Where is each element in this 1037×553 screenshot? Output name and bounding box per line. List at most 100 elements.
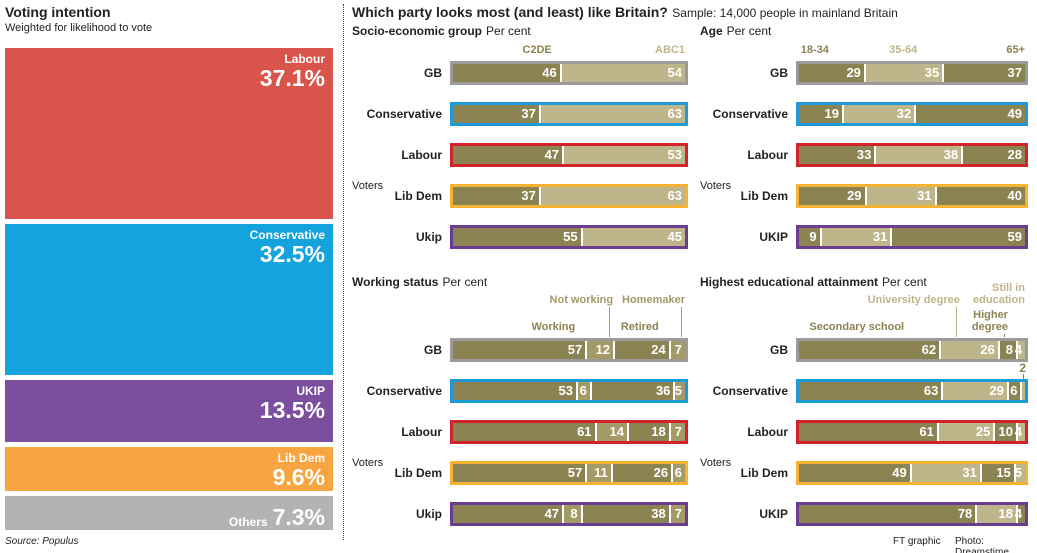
segment-value: 6 <box>579 383 587 398</box>
bar-segment <box>961 146 1025 164</box>
source: Source: Populus <box>5 536 79 547</box>
bar-segment <box>874 146 962 164</box>
series-label: Not working <box>549 294 614 306</box>
row-label: Labour <box>401 148 442 162</box>
vote-share: 32.5% <box>259 241 325 268</box>
row-frame: 61 25 10 4 <box>796 420 1028 444</box>
segment-value: 4 <box>1014 424 1022 439</box>
bar-segment <box>453 187 539 205</box>
segment-value: 8 <box>570 506 578 521</box>
segment-value: 6 <box>1010 383 1018 398</box>
panel-title-text: Age <box>700 24 723 38</box>
segment-value: 26 <box>653 465 669 480</box>
bar-segment <box>1020 382 1025 400</box>
segment-value: 29 <box>847 188 862 203</box>
segment-value: 8 <box>1005 342 1013 357</box>
segment-value: 37 <box>521 106 536 121</box>
panel-title: Working status Per cent <box>352 273 487 291</box>
row-frame: 49 31 15 5 <box>796 461 1028 485</box>
row-label: Ukip <box>415 230 442 244</box>
bar-segment <box>975 505 1016 523</box>
segment-value: 31 <box>962 465 977 480</box>
segment-value: 7 <box>674 506 682 521</box>
segment-value: 54 <box>667 65 682 80</box>
segment-value: 45 <box>667 229 682 244</box>
panel-title-text: Working status <box>352 275 439 289</box>
segment-value-outside: 2 <box>1019 361 1027 375</box>
bar-segment <box>993 423 1016 441</box>
series-label: Retired <box>620 321 659 333</box>
segment-value: 6 <box>674 465 682 480</box>
segment-value: 61 <box>577 424 592 439</box>
bar-segment <box>538 187 685 205</box>
bar-segment <box>668 505 685 523</box>
row-frame: 37 63 <box>450 184 688 208</box>
bar-segment <box>890 228 1025 246</box>
bar-segment <box>453 464 586 482</box>
row-frame: 78 18 4 <box>796 502 1028 526</box>
series-label: 65+ <box>1006 44 1025 56</box>
series-label: University degree <box>867 294 960 306</box>
row-label: Conservative <box>712 107 788 121</box>
segment-value: 29 <box>846 65 861 80</box>
row-frame: 29 31 40 <box>796 184 1028 208</box>
segment-value: 31 <box>917 188 932 203</box>
segment-value: 32 <box>896 106 912 121</box>
segment-value: 15 <box>996 465 1011 480</box>
row-label: UKIP <box>759 507 788 521</box>
main-title: Which party looks most (and least) like … <box>352 4 668 20</box>
axis-label: Voters <box>700 456 732 469</box>
segment-value: 4 <box>1014 342 1022 357</box>
segment-value: 7 <box>674 424 682 439</box>
bar-segment <box>841 105 915 123</box>
segment-value: 38 <box>943 147 959 162</box>
segment-value: 26 <box>980 342 995 357</box>
bar-segment <box>671 464 685 482</box>
bar-segment <box>799 187 865 205</box>
series-label: Higher degree <box>971 309 1008 333</box>
panel-title-text: Highest educational attainment <box>700 275 879 289</box>
series-label: C2DE <box>522 44 552 56</box>
segment-value: 78 <box>957 506 973 521</box>
bar-segment <box>863 64 943 82</box>
bar-segment <box>538 105 685 123</box>
row-frame: 46 54 <box>450 61 688 85</box>
row-label: GB <box>770 343 788 357</box>
segment-value: 63 <box>923 383 939 398</box>
photo-credit: Photo: Dreamstime <box>955 536 1009 553</box>
bar-segment <box>453 382 576 400</box>
segment-value: 5 <box>1014 465 1022 480</box>
segment-value: 12 <box>595 342 611 357</box>
segment-value: 10 <box>998 424 1013 439</box>
bar-segment <box>799 505 976 523</box>
vote-share: 7.3% <box>272 503 325 530</box>
segment-value: 33 <box>856 147 872 162</box>
series-label: 18-34 <box>800 44 829 56</box>
bar-segment <box>1015 423 1025 441</box>
panel-title: Socio-economic group Per cent <box>352 22 531 40</box>
bar-segment <box>799 382 942 400</box>
segment-value: 18 <box>998 506 1013 521</box>
segment-value: 37 <box>521 188 536 203</box>
segment-value: 24 <box>651 342 666 357</box>
segment-value: 47 <box>544 506 560 521</box>
bar-segment <box>559 64 685 82</box>
bar-segment <box>864 187 935 205</box>
row-frame: 37 63 <box>450 102 688 126</box>
bar-segment <box>819 228 891 246</box>
panel-title: Highest educational attainment Per cent <box>700 273 927 291</box>
vote-label: Lib Dem 9.6% <box>5 447 325 491</box>
bar-segment <box>914 105 1025 123</box>
axis-label: Voters <box>700 179 732 192</box>
segment-value: 47 <box>544 147 560 162</box>
bar-segment <box>799 423 937 441</box>
segment-value: 49 <box>1007 106 1022 121</box>
segment-value: 4 <box>1014 506 1022 521</box>
bar-segment <box>799 146 875 164</box>
row-frame: 55 45 <box>450 225 688 249</box>
series-pointer <box>1003 334 1005 337</box>
segment-value: 31 <box>872 229 888 244</box>
segment-value: 28 <box>1007 147 1022 162</box>
bar-segment <box>799 228 820 246</box>
panel-unit: Per cent <box>882 275 927 289</box>
